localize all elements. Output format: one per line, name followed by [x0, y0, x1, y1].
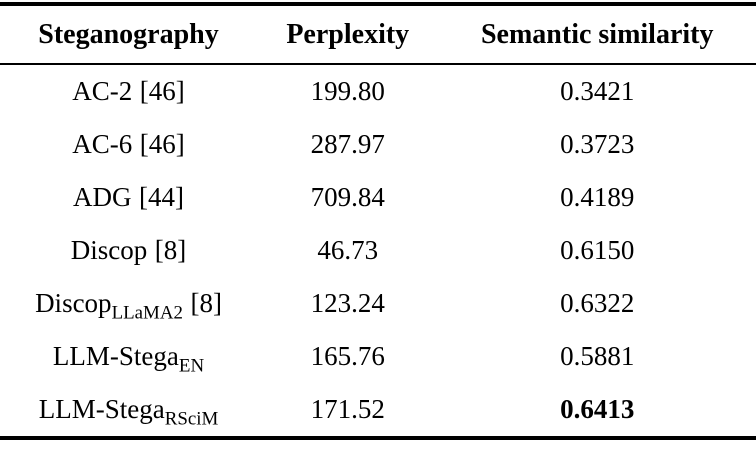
- method-name: AC-2: [72, 76, 133, 106]
- method-subscript: EN: [178, 355, 205, 377]
- method-ref: [8]: [154, 235, 187, 265]
- table-row: DiscopLLaMA2 [8] 123.24 0.6322: [0, 277, 756, 330]
- table-row: LLM-StegaEN 165.76 0.5881: [0, 330, 756, 383]
- method-ref: [8]: [190, 288, 222, 318]
- table-row: LLM-StegaRSciM 171.52 0.6413: [0, 383, 756, 438]
- method-cell: LLM-StegaEN: [0, 330, 257, 383]
- perplexity-cell: 287.97: [310, 129, 385, 159]
- method-subscript: RSciM: [164, 408, 219, 430]
- method-ref: [44]: [139, 182, 185, 212]
- method-name: LLM-Stega: [52, 341, 179, 371]
- table-body: AC-2 [46] 199.80 0.3421 AC-6 [46] 287.97 0…: [0, 64, 756, 438]
- header-row: Steganography Perplexity Semantic simila…: [0, 4, 756, 65]
- method-cell: ADG [44]: [0, 171, 257, 224]
- table-row: ADG [44] 709.84 0.4189: [0, 171, 756, 224]
- results-table: Steganography Perplexity Semantic simila…: [0, 2, 756, 440]
- similarity-cell: 0.3723: [560, 129, 635, 159]
- method-cell: Discop [8]: [0, 224, 257, 277]
- col-header-steganography: Steganography: [0, 4, 258, 65]
- similarity-cell: 0.6322: [560, 288, 635, 318]
- similarity-cell: 0.6413: [560, 394, 635, 424]
- method-cell: AC-6 [46]: [0, 118, 257, 171]
- method-cell: DiscopLLaMA2 [8]: [0, 277, 257, 330]
- method-ref: [46]: [139, 129, 185, 159]
- method-cell: LLM-StegaRSciM: [0, 383, 257, 438]
- perplexity-cell: 46.73: [317, 235, 379, 265]
- table-row: AC-2 [46] 199.80 0.3421: [0, 64, 756, 118]
- method-name: ADG: [73, 182, 132, 212]
- table-row: Discop [8] 46.73 0.6150: [0, 224, 756, 277]
- col-header-semantic-similarity: Semantic similarity: [438, 4, 756, 65]
- similarity-cell: 0.5881: [560, 341, 635, 371]
- method-ref: [46]: [139, 76, 185, 106]
- similarity-cell: 0.4189: [560, 182, 635, 212]
- table-row: AC-6 [46] 287.97 0.3723: [0, 118, 756, 171]
- similarity-cell: 0.6150: [560, 235, 635, 265]
- perplexity-cell: 199.80: [310, 76, 385, 106]
- method-subscript: LLaMA2: [111, 302, 183, 324]
- perplexity-cell: 709.84: [310, 182, 385, 212]
- perplexity-cell: 165.76: [310, 341, 385, 371]
- method-name: LLM-Stega: [38, 394, 165, 424]
- perplexity-cell: 171.52: [310, 394, 385, 424]
- table-header: Steganography Perplexity Semantic simila…: [0, 4, 756, 65]
- method-name: AC-6: [72, 129, 133, 159]
- method-name: Discop: [35, 288, 112, 318]
- method-cell: AC-2 [46]: [0, 64, 257, 118]
- method-name: Discop: [70, 235, 148, 265]
- similarity-cell: 0.3421: [560, 76, 635, 106]
- col-header-perplexity: Perplexity: [257, 4, 439, 65]
- perplexity-cell: 123.24: [310, 288, 385, 318]
